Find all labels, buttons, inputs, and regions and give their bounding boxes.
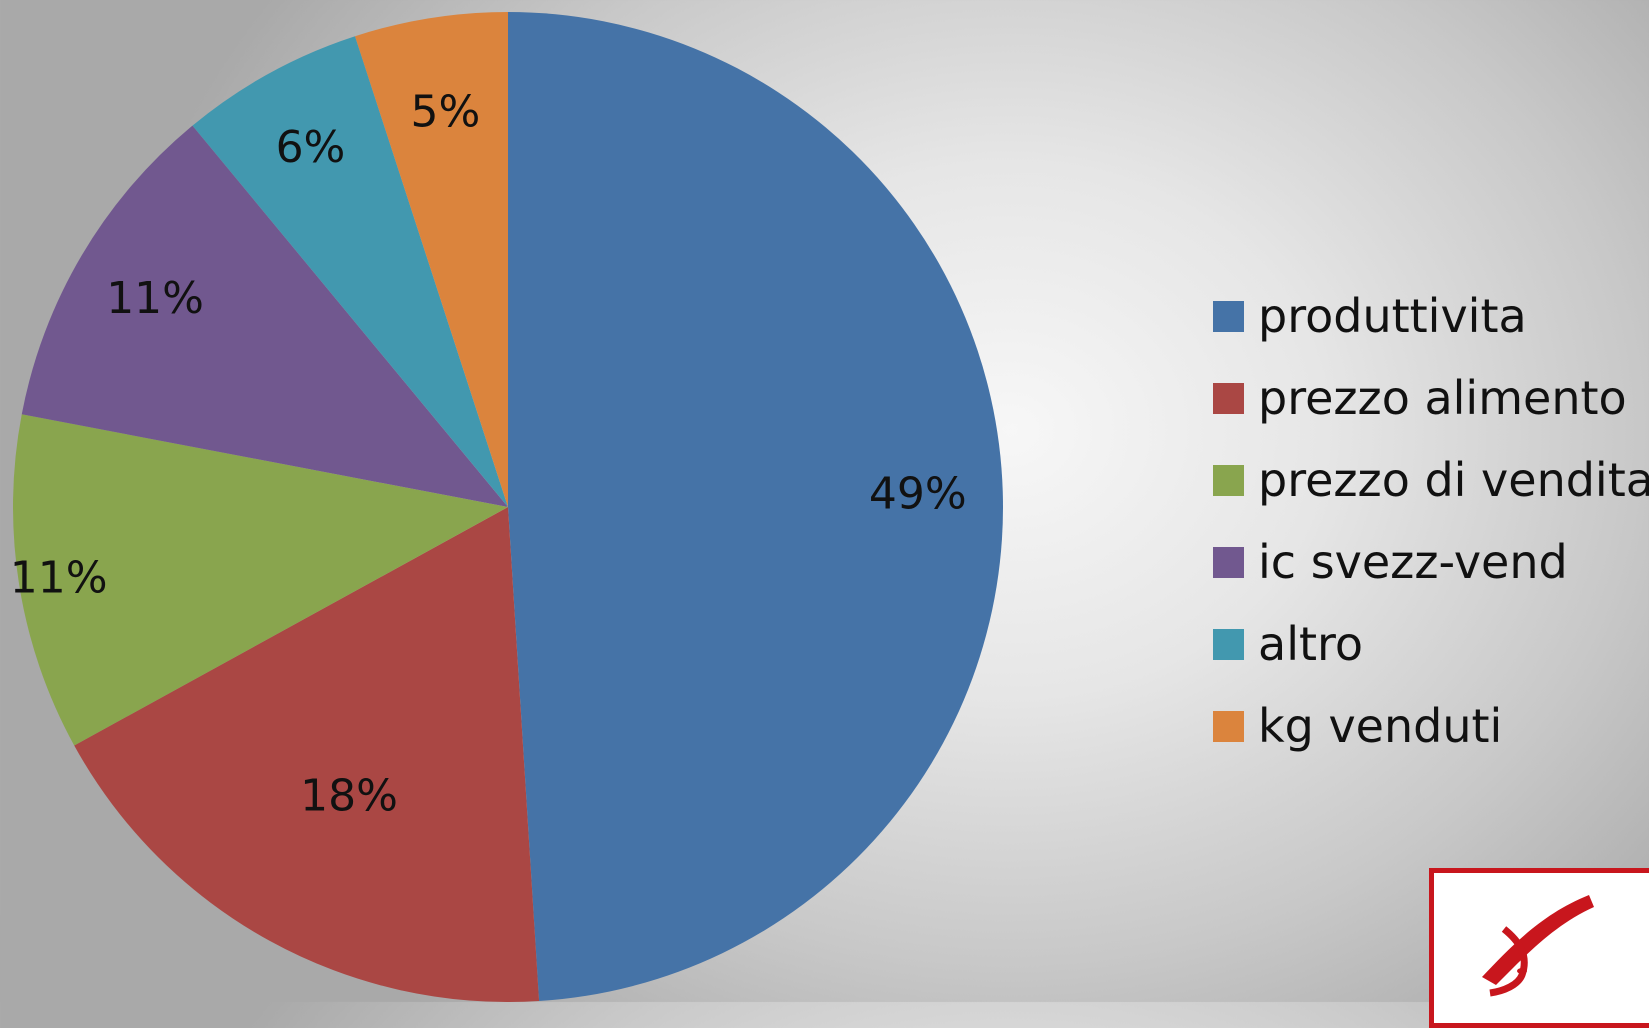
legend-swatch bbox=[1213, 628, 1244, 660]
pie-label-produttivita: 49% bbox=[869, 469, 967, 520]
legend-item-altro: altro bbox=[1213, 603, 1649, 685]
legend-label: ic svezz-vend bbox=[1258, 535, 1568, 589]
legend-swatch bbox=[1213, 710, 1244, 742]
legend-item-prezzo-alimento: prezzo alimento bbox=[1213, 357, 1649, 439]
pie-slice-prezzo-di-vendita bbox=[13, 414, 509, 746]
legend-label: altro bbox=[1258, 617, 1364, 671]
legend-item-ic-svezz-vend: ic svezz-vend bbox=[1213, 521, 1649, 603]
pie-slice-ic-svezz-vend bbox=[21, 125, 508, 507]
pie-slice-produttivita bbox=[508, 12, 1004, 1002]
pie-label-altro: 6% bbox=[276, 122, 346, 173]
pie-data-labels: 49% 18% 11% 11% 6% 5% bbox=[10, 86, 967, 821]
legend-item-produttivita: produttivita bbox=[1213, 275, 1649, 357]
pie-slice-prezzo-alimento bbox=[74, 507, 540, 1002]
legend-label: prezzo di vendita bbox=[1258, 453, 1649, 507]
pie-slice-kg-venduti bbox=[355, 12, 508, 507]
pie-label-prezzo-di-vendita: 11% bbox=[10, 553, 108, 604]
legend-swatch bbox=[1213, 382, 1244, 414]
logo-graphic bbox=[1482, 895, 1594, 997]
legend-item-prezzo-di-vendita: prezzo di vendita bbox=[1213, 439, 1649, 521]
pie-label-prezzo-alimento: 18% bbox=[300, 771, 398, 822]
legend-swatch bbox=[1213, 546, 1244, 578]
legend-label: prezzo alimento bbox=[1258, 371, 1627, 425]
pie-slices bbox=[13, 12, 1004, 1002]
chart-legend: produttivita prezzo alimento prezzo di v… bbox=[1213, 275, 1649, 767]
pie-label-ic-svezz-vend: 11% bbox=[106, 273, 204, 324]
pie-slice-altro bbox=[192, 36, 508, 508]
legend-label: produttivita bbox=[1258, 289, 1527, 343]
legend-label: kg venduti bbox=[1258, 699, 1503, 753]
legend-swatch bbox=[1213, 300, 1244, 332]
salvini-pig-logo bbox=[1429, 868, 1649, 1028]
legend-item-kg-venduti: kg venduti bbox=[1213, 685, 1649, 767]
pie-chart: 49% 18% 11% 11% 6% 5% bbox=[10, 12, 1004, 1002]
legend-swatch bbox=[1213, 464, 1244, 496]
pie-label-kg-venduti: 5% bbox=[411, 86, 481, 137]
